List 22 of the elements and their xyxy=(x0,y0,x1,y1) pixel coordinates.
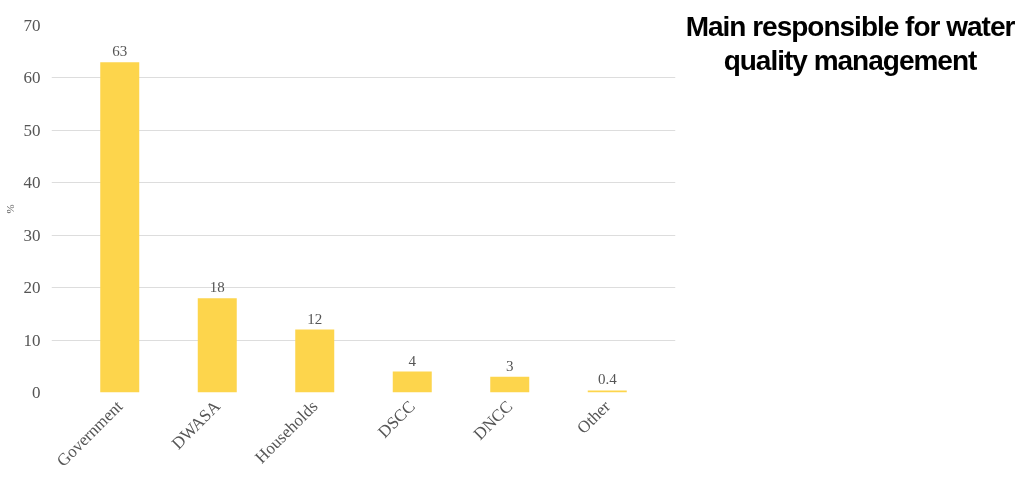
bar xyxy=(100,62,140,393)
y-tick-label: 70 xyxy=(23,16,41,35)
y-tick-label: 60 xyxy=(23,68,41,88)
text: Main responsible for water quality management xyxy=(685,10,1015,78)
bar xyxy=(587,390,627,393)
data-label: 18 xyxy=(209,279,225,296)
y-tick-label: 40 xyxy=(23,173,41,193)
y-tick-label: 20 xyxy=(23,278,41,298)
bar xyxy=(490,376,530,393)
bar xyxy=(197,298,237,393)
data-label: 3 xyxy=(506,357,514,374)
data-label: 63 xyxy=(112,43,128,60)
y-tick-label: 50 xyxy=(23,120,41,140)
data-label: 12 xyxy=(307,310,323,327)
bar xyxy=(392,371,432,393)
y-tick-label: 10 xyxy=(23,330,41,350)
y-tick-label: 0 xyxy=(32,383,41,402)
data-label: 4 xyxy=(408,352,417,369)
y-tick-label: 30 xyxy=(23,225,41,245)
bar xyxy=(295,329,335,393)
data-label: 0.4 xyxy=(597,371,618,388)
y-axis-title: % xyxy=(3,204,16,214)
